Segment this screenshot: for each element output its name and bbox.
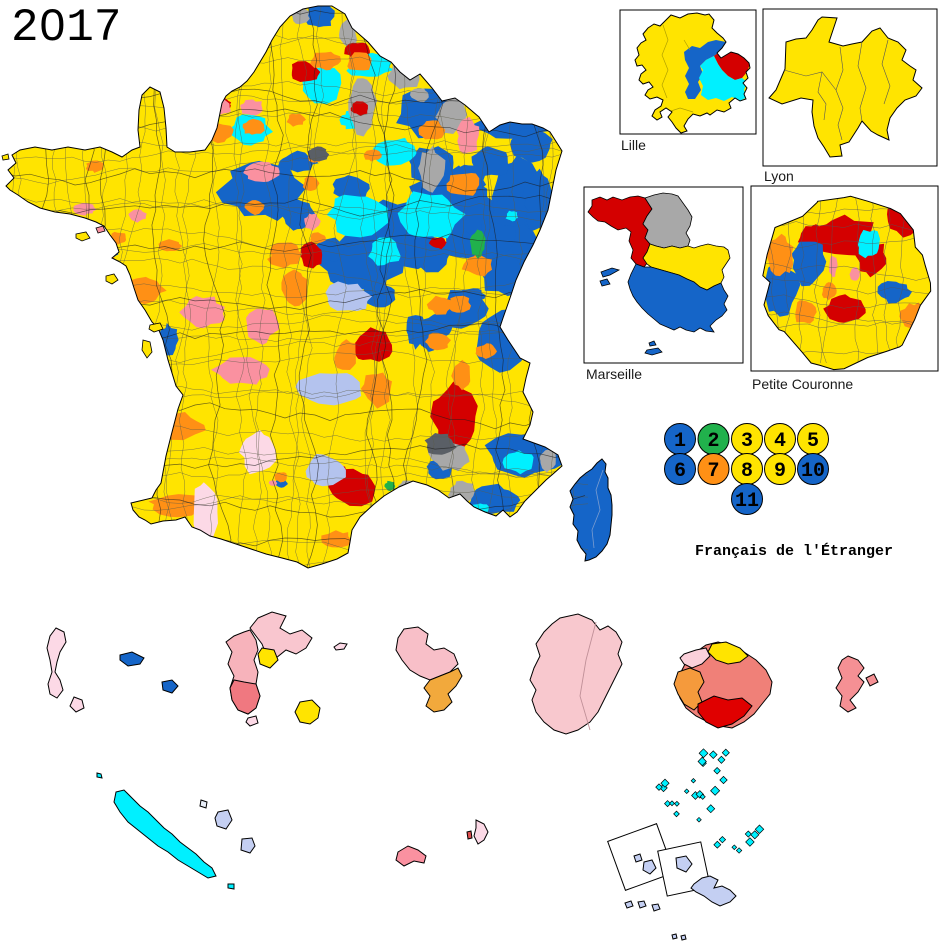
svg-text:Lyon: Lyon — [764, 168, 794, 184]
svg-text:10: 10 — [801, 460, 825, 483]
svg-text:Français de l'Étranger: Français de l'Étranger — [695, 542, 893, 560]
svg-text:6: 6 — [674, 460, 686, 483]
svg-text:3: 3 — [741, 430, 753, 453]
svg-text:2: 2 — [707, 430, 719, 453]
svg-text:11: 11 — [735, 490, 759, 513]
svg-text:5: 5 — [807, 430, 819, 453]
svg-text:Lille: Lille — [621, 137, 646, 153]
svg-text:4: 4 — [774, 430, 786, 453]
svg-text:9: 9 — [774, 460, 786, 483]
svg-text:Petite Couronne: Petite Couronne — [752, 376, 853, 392]
svg-text:8: 8 — [741, 460, 753, 483]
svg-text:1: 1 — [674, 430, 686, 453]
svg-text:Marseille: Marseille — [586, 366, 642, 382]
svg-text:2017: 2017 — [11, 2, 121, 54]
svg-text:7: 7 — [707, 460, 719, 483]
